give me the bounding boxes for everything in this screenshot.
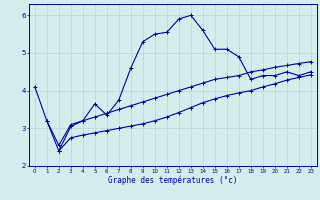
X-axis label: Graphe des températures (°c): Graphe des températures (°c) [108,176,237,185]
